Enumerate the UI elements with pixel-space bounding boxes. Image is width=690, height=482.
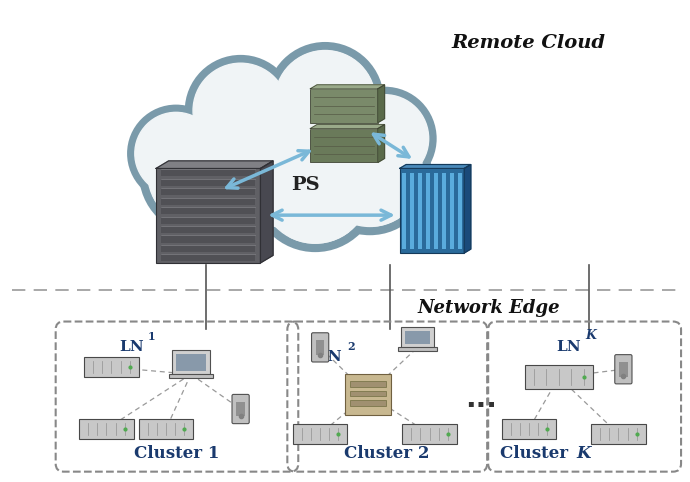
FancyBboxPatch shape [400, 168, 464, 253]
FancyBboxPatch shape [450, 173, 454, 249]
FancyBboxPatch shape [156, 168, 261, 263]
Polygon shape [310, 124, 384, 129]
FancyBboxPatch shape [161, 169, 255, 176]
Circle shape [317, 120, 423, 227]
Circle shape [217, 90, 354, 227]
FancyBboxPatch shape [176, 354, 206, 371]
FancyBboxPatch shape [139, 419, 193, 439]
Circle shape [131, 109, 221, 198]
Text: LN: LN [556, 340, 581, 354]
Circle shape [193, 63, 288, 158]
Polygon shape [261, 161, 273, 263]
Circle shape [189, 59, 293, 162]
Text: PS: PS [291, 176, 319, 194]
FancyBboxPatch shape [344, 374, 391, 415]
FancyBboxPatch shape [434, 173, 438, 249]
FancyBboxPatch shape [350, 390, 386, 397]
FancyBboxPatch shape [293, 424, 347, 444]
Circle shape [210, 84, 360, 233]
Text: LN: LN [119, 340, 144, 354]
FancyBboxPatch shape [169, 374, 213, 378]
Polygon shape [464, 164, 471, 253]
Polygon shape [156, 161, 273, 168]
Circle shape [337, 91, 433, 187]
FancyBboxPatch shape [350, 401, 386, 406]
FancyBboxPatch shape [458, 173, 462, 249]
Circle shape [143, 116, 259, 231]
Circle shape [255, 129, 375, 248]
Text: 2: 2 [347, 341, 355, 352]
FancyBboxPatch shape [84, 357, 139, 377]
FancyBboxPatch shape [161, 188, 255, 195]
FancyBboxPatch shape [410, 173, 414, 249]
FancyBboxPatch shape [398, 348, 437, 351]
Text: K: K [577, 445, 591, 462]
FancyBboxPatch shape [442, 173, 446, 249]
Text: Network Edge: Network Edge [418, 299, 560, 317]
FancyBboxPatch shape [161, 198, 255, 205]
FancyBboxPatch shape [402, 327, 434, 348]
Text: LN: LN [318, 350, 342, 364]
Text: 1: 1 [148, 332, 156, 342]
FancyBboxPatch shape [418, 173, 422, 249]
FancyBboxPatch shape [402, 173, 406, 249]
FancyBboxPatch shape [615, 355, 632, 384]
FancyBboxPatch shape [350, 381, 386, 387]
FancyBboxPatch shape [161, 236, 255, 242]
Circle shape [312, 116, 428, 231]
Text: K: K [586, 329, 596, 342]
FancyBboxPatch shape [161, 254, 255, 261]
FancyBboxPatch shape [232, 394, 249, 424]
FancyBboxPatch shape [310, 89, 378, 123]
Text: Cluster 1: Cluster 1 [135, 445, 219, 462]
Text: Remote Cloud: Remote Cloud [452, 34, 606, 52]
Text: ...: ... [465, 385, 497, 413]
FancyBboxPatch shape [402, 424, 457, 444]
Circle shape [270, 46, 380, 156]
Polygon shape [378, 124, 384, 162]
Circle shape [135, 112, 217, 195]
Circle shape [183, 146, 278, 241]
FancyBboxPatch shape [161, 207, 255, 214]
FancyBboxPatch shape [405, 331, 430, 345]
FancyBboxPatch shape [312, 333, 328, 362]
FancyBboxPatch shape [426, 173, 430, 249]
FancyBboxPatch shape [161, 179, 255, 186]
Polygon shape [310, 85, 384, 89]
FancyBboxPatch shape [161, 226, 255, 233]
Circle shape [260, 134, 370, 243]
FancyBboxPatch shape [316, 340, 324, 355]
FancyBboxPatch shape [502, 419, 556, 439]
FancyBboxPatch shape [161, 245, 255, 252]
Polygon shape [378, 85, 384, 123]
Circle shape [275, 51, 375, 151]
Text: Cluster 2: Cluster 2 [344, 445, 429, 462]
Circle shape [148, 120, 254, 227]
Polygon shape [400, 164, 471, 168]
FancyBboxPatch shape [525, 365, 593, 389]
FancyBboxPatch shape [79, 419, 134, 439]
FancyBboxPatch shape [619, 362, 627, 376]
FancyBboxPatch shape [591, 424, 646, 444]
Text: Cluster: Cluster [500, 445, 573, 462]
FancyBboxPatch shape [310, 129, 378, 162]
FancyBboxPatch shape [161, 216, 255, 224]
FancyBboxPatch shape [172, 350, 210, 375]
FancyBboxPatch shape [237, 402, 245, 416]
Circle shape [179, 142, 282, 245]
Circle shape [341, 94, 428, 183]
